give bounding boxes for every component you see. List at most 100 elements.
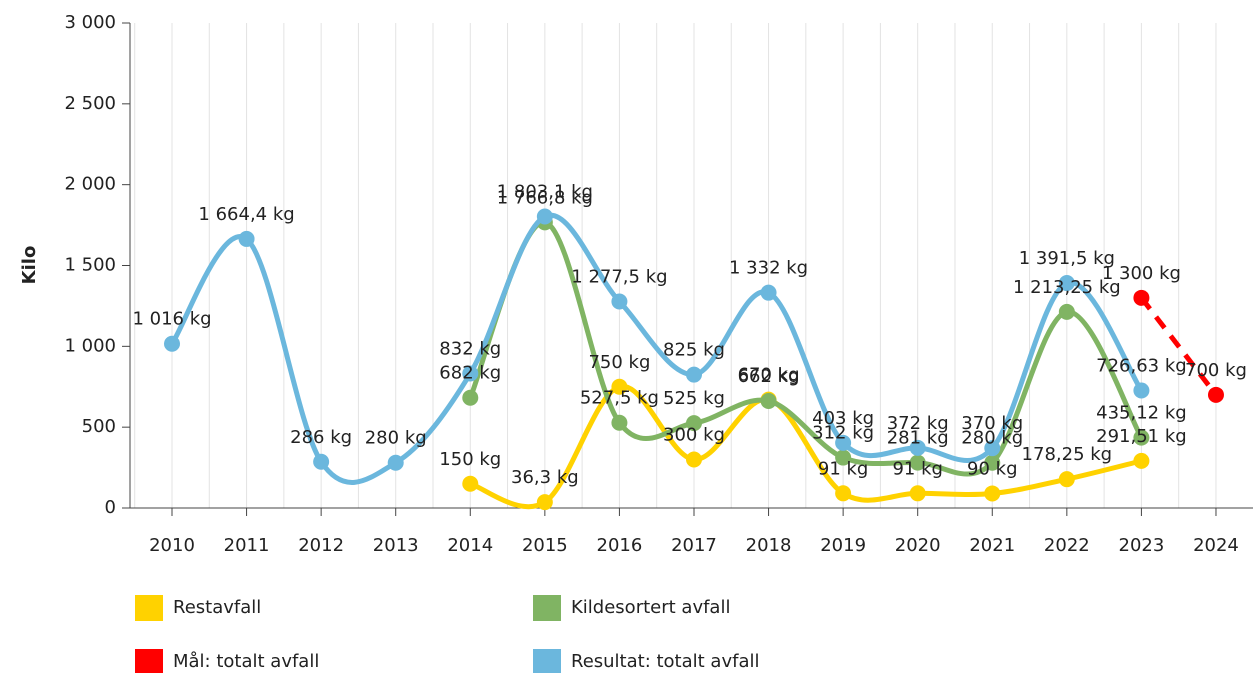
x-tick-label: 2016 [597, 535, 643, 556]
data-label: 370 kg [961, 413, 1023, 434]
data-label: 1 391,5 kg [1019, 248, 1115, 269]
data-label: 1 016 kg [132, 309, 211, 330]
point [462, 365, 479, 382]
legend-swatch [533, 649, 561, 673]
x-tick-label: 2022 [1044, 535, 1090, 556]
x-tick-label: 2018 [746, 535, 792, 556]
y-axis-label: Kilo [19, 246, 40, 285]
series-line [467, 219, 1144, 477]
point [1133, 429, 1150, 446]
series-line [1139, 296, 1218, 397]
data-label: 178,25 kg [1022, 444, 1113, 465]
legend-swatch [533, 595, 561, 621]
data-label: 1 803,1 kg [497, 181, 593, 202]
data-label: 281 kg [887, 428, 949, 449]
data-label: 726,63 kg [1096, 356, 1187, 377]
x-tick-label: 2014 [447, 535, 493, 556]
data-label: 682 kg [439, 363, 501, 384]
point [536, 208, 553, 225]
point [909, 439, 926, 456]
data-label: 832 kg [439, 338, 501, 359]
legend-swatch [135, 595, 163, 621]
point [835, 485, 852, 502]
data-label: 91 kg [892, 458, 942, 479]
x-tick-label: 2017 [671, 535, 717, 556]
data-label: 1 664,4 kg [198, 204, 294, 225]
data-label: 291,51 kg [1096, 426, 1187, 447]
data-label: 300 kg [663, 425, 725, 446]
x-tick-label: 2011 [224, 535, 270, 556]
data-label: 280 kg [961, 428, 1023, 449]
x-tick-label: 2012 [298, 535, 344, 556]
point [909, 485, 926, 502]
data-label: 312 kg [812, 423, 874, 444]
x-tick-label: 2020 [895, 535, 941, 556]
point [760, 284, 777, 301]
x-tick-label: 2015 [522, 535, 568, 556]
legend-swatch [135, 649, 163, 673]
point [685, 451, 702, 468]
point [1133, 289, 1150, 306]
legend-label: Restavfall [173, 597, 261, 618]
data-label: 280 kg [365, 428, 427, 449]
data-label: 150 kg [439, 449, 501, 470]
point [835, 434, 852, 451]
y-tick-label: 2 500 [64, 93, 116, 114]
point [685, 366, 702, 383]
data-label: 1 300 kg [1102, 263, 1181, 284]
legend-label: Kildesortert avfall [571, 597, 730, 618]
y-tick-label: 1 000 [64, 335, 116, 356]
data-label: 700 kg [1185, 360, 1247, 381]
data-label: 403 kg [812, 408, 874, 429]
data-label: 825 kg [663, 340, 725, 361]
point [984, 454, 1001, 471]
y-tick-label: 1 500 [64, 255, 116, 276]
point [1133, 452, 1150, 469]
point [238, 230, 255, 247]
y-tick-label: 3 000 [64, 12, 116, 33]
point [1058, 471, 1075, 488]
data-label: 91 kg [818, 458, 868, 479]
x-tick-label: 2024 [1193, 535, 1239, 556]
data-label: 286 kg [290, 427, 352, 448]
data-label: 670 kg [738, 365, 800, 386]
data-label: 750 kg [588, 352, 650, 373]
legend-label: Resultat: totalt avfall [571, 651, 759, 672]
point [536, 494, 553, 511]
point [462, 475, 479, 492]
data-label: 90 kg [967, 458, 1017, 479]
point [611, 414, 628, 431]
x-tick-label: 2019 [820, 535, 866, 556]
point [909, 454, 926, 471]
data-label: 1 332 kg [729, 258, 808, 279]
data-label: 372 kg [887, 413, 949, 434]
y-tick-label: 0 [105, 497, 116, 518]
point [313, 453, 330, 470]
y-tick-label: 2 000 [64, 174, 116, 195]
x-tick-label: 2013 [373, 535, 419, 556]
data-label: 1 277,5 kg [571, 266, 667, 287]
point [1207, 386, 1224, 403]
x-tick-label: 2021 [969, 535, 1015, 556]
point [462, 389, 479, 406]
point [1058, 303, 1075, 320]
data-label: 525 kg [663, 388, 725, 409]
point [835, 449, 852, 466]
data-label: 435,12 kg [1096, 403, 1187, 424]
y-tick-label: 500 [82, 416, 116, 437]
point [984, 485, 1001, 502]
point [164, 335, 180, 352]
point [1058, 275, 1075, 292]
x-tick-label: 2023 [1119, 535, 1165, 556]
point [984, 440, 1001, 457]
point [1133, 382, 1150, 399]
data-label: 1 213,25 kg [1013, 277, 1121, 298]
point [611, 378, 628, 395]
x-tick-label: 2010 [149, 535, 195, 556]
point [611, 293, 628, 310]
data-label: 1 766,8 kg [497, 187, 593, 208]
data-label: 527,5 kg [580, 388, 659, 409]
point [760, 392, 777, 409]
point [685, 415, 702, 432]
